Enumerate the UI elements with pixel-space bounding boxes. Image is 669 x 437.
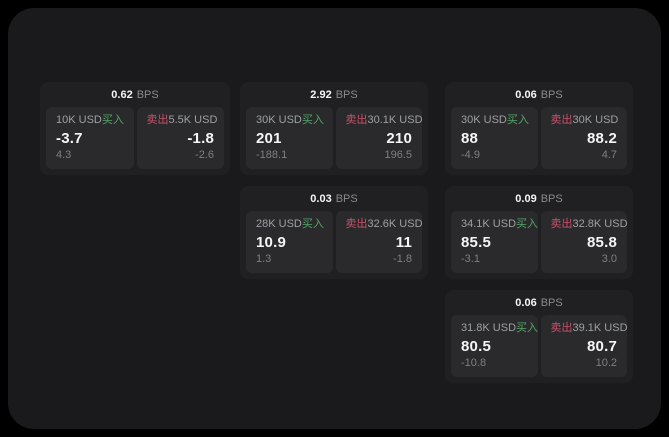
sell-price: 85.8 bbox=[587, 233, 617, 251]
buy-sub-value: -188.1 bbox=[256, 149, 288, 161]
sell-sub-value: -2.6 bbox=[195, 149, 214, 161]
sell-amount: 32.8K USD bbox=[572, 218, 628, 230]
sell-amount: 30K USD bbox=[572, 114, 619, 126]
buy-sell-panels: 30K USD 买入 201 -188.1 卖出 30.1K USD 210 1… bbox=[240, 107, 428, 175]
buy-price: 88 bbox=[461, 129, 479, 147]
buy-side-label: 买入 bbox=[301, 114, 324, 126]
buy-sub-value: 4.3 bbox=[56, 149, 72, 161]
sell-side-label: 卖出 bbox=[345, 218, 368, 230]
buy-amount: 30K USD bbox=[256, 114, 302, 126]
bps-value: 0.06 bbox=[515, 296, 537, 309]
sell-price: 210 bbox=[386, 129, 412, 147]
sell-amount: 32.6K USD bbox=[367, 218, 423, 230]
bps-value: 0.62 bbox=[111, 88, 133, 101]
buy-amount: 30K USD bbox=[461, 114, 507, 126]
card-header: 0.06 BPS bbox=[445, 82, 633, 107]
sell-side-label: 卖出 bbox=[550, 218, 573, 230]
buy-side-label: 买入 bbox=[516, 322, 539, 334]
sell-sub-value: 3.0 bbox=[601, 253, 617, 265]
sell-side-label: 卖出 bbox=[345, 114, 368, 126]
sell-price: 88.2 bbox=[587, 129, 617, 147]
buy-price: 85.5 bbox=[461, 233, 491, 251]
sell-price: 11 bbox=[395, 233, 412, 251]
card-header: 0.09 BPS bbox=[445, 186, 633, 211]
buy-panel[interactable]: 34.1K USD 买入 85.5 -3.1 bbox=[451, 211, 538, 273]
buy-sell-panels: 28K USD 买入 10.9 1.3 卖出 32.6K USD 11 -1.8 bbox=[240, 211, 428, 279]
sell-price: -1.8 bbox=[187, 129, 214, 147]
bps-value: 0.09 bbox=[515, 192, 537, 205]
bps-value: 0.03 bbox=[310, 192, 332, 205]
sell-amount: 5.5K USD bbox=[168, 114, 218, 126]
buy-price: 10.9 bbox=[256, 233, 286, 251]
buy-amount: 28K USD bbox=[256, 218, 302, 230]
quote-card-5: 0.09 BPS 34.1K USD 买入 85.5 -3.1 卖出 32.8K… bbox=[445, 186, 633, 279]
card-header: 0.03 BPS bbox=[240, 186, 428, 211]
sell-sub-value: 4.7 bbox=[601, 149, 617, 161]
buy-side-label: 买入 bbox=[516, 218, 539, 230]
sell-panel[interactable]: 卖出 30.1K USD 210 196.5 bbox=[335, 107, 423, 169]
buy-side-label: 买入 bbox=[506, 114, 529, 126]
sell-panel[interactable]: 卖出 30K USD 88.2 4.7 bbox=[540, 107, 627, 169]
buy-panel[interactable]: 28K USD 买入 10.9 1.3 bbox=[246, 211, 333, 273]
bps-unit-label: BPS bbox=[335, 88, 358, 101]
bps-unit-label: BPS bbox=[136, 88, 159, 101]
sell-panel[interactable]: 卖出 5.5K USD -1.8 -2.6 bbox=[136, 107, 224, 169]
buy-price: -3.7 bbox=[56, 129, 83, 147]
buy-panel[interactable]: 30K USD 买入 201 -188.1 bbox=[246, 107, 333, 169]
buy-sell-panels: 34.1K USD 买入 85.5 -3.1 卖出 32.8K USD 85.8… bbox=[445, 211, 633, 279]
buy-sub-value: -4.9 bbox=[461, 149, 480, 161]
buy-sell-panels: 10K USD 买入 -3.7 4.3 卖出 5.5K USD -1.8 -2.… bbox=[40, 107, 230, 175]
sell-side-label: 卖出 bbox=[550, 322, 573, 334]
card-header: 2.92 BPS bbox=[240, 82, 428, 107]
buy-side-label: 买入 bbox=[301, 218, 324, 230]
quote-card-4: 0.03 BPS 28K USD 买入 10.9 1.3 卖出 32.6K US… bbox=[240, 186, 428, 279]
bps-unit-label: BPS bbox=[540, 192, 563, 205]
buy-amount: 31.8K USD bbox=[461, 322, 517, 334]
bps-value: 2.92 bbox=[310, 88, 332, 101]
buy-sell-panels: 31.8K USD 买入 80.5 -10.8 卖出 39.1K USD 80.… bbox=[445, 315, 633, 383]
buy-panel[interactable]: 10K USD 买入 -3.7 4.3 bbox=[46, 107, 134, 169]
quote-card-1: 0.62 BPS 10K USD 买入 -3.7 4.3 卖出 5.5K USD… bbox=[40, 82, 230, 175]
buy-sub-value: -3.1 bbox=[461, 253, 480, 265]
sell-panel[interactable]: 卖出 39.1K USD 80.7 10.2 bbox=[540, 315, 628, 377]
sell-sub-value: -1.8 bbox=[393, 253, 412, 265]
sell-amount: 30.1K USD bbox=[367, 114, 423, 126]
sell-sub-value: 10.2 bbox=[595, 357, 617, 369]
sell-amount: 39.1K USD bbox=[572, 322, 628, 334]
bps-unit-label: BPS bbox=[540, 88, 563, 101]
card-header: 0.06 BPS bbox=[445, 290, 633, 315]
sell-price: 80.7 bbox=[587, 337, 617, 355]
quote-card-6: 0.06 BPS 31.8K USD 买入 80.5 -10.8 卖出 39.1… bbox=[445, 290, 633, 383]
bps-unit-label: BPS bbox=[540, 296, 563, 309]
buy-amount: 10K USD bbox=[56, 114, 102, 126]
quote-card-2: 2.92 BPS 30K USD 买入 201 -188.1 卖出 30.1K … bbox=[240, 82, 428, 175]
buy-price: 201 bbox=[256, 129, 282, 147]
bps-value: 0.06 bbox=[515, 88, 537, 101]
buy-sell-panels: 30K USD 买入 88 -4.9 卖出 30K USD 88.2 4.7 bbox=[445, 107, 633, 175]
sell-panel[interactable]: 卖出 32.6K USD 11 -1.8 bbox=[335, 211, 423, 273]
card-header: 0.62 BPS bbox=[40, 82, 230, 107]
buy-amount: 34.1K USD bbox=[461, 218, 517, 230]
buy-sub-value: -10.8 bbox=[461, 357, 487, 369]
sell-side-label: 卖出 bbox=[146, 114, 169, 126]
bps-unit-label: BPS bbox=[335, 192, 358, 205]
buy-panel[interactable]: 31.8K USD 买入 80.5 -10.8 bbox=[451, 315, 538, 377]
sell-sub-value: 196.5 bbox=[384, 149, 412, 161]
sell-panel[interactable]: 卖出 32.8K USD 85.8 3.0 bbox=[540, 211, 628, 273]
buy-sub-value: 1.3 bbox=[256, 253, 272, 265]
sell-side-label: 卖出 bbox=[550, 114, 573, 126]
buy-panel[interactable]: 30K USD 买入 88 -4.9 bbox=[451, 107, 538, 169]
buy-side-label: 买入 bbox=[101, 114, 124, 126]
quote-card-3: 0.06 BPS 30K USD 买入 88 -4.9 卖出 30K USD 8… bbox=[445, 82, 633, 175]
quotes-panel: 0.62 BPS 10K USD 买入 -3.7 4.3 卖出 5.5K USD… bbox=[8, 8, 661, 429]
buy-price: 80.5 bbox=[461, 337, 491, 355]
